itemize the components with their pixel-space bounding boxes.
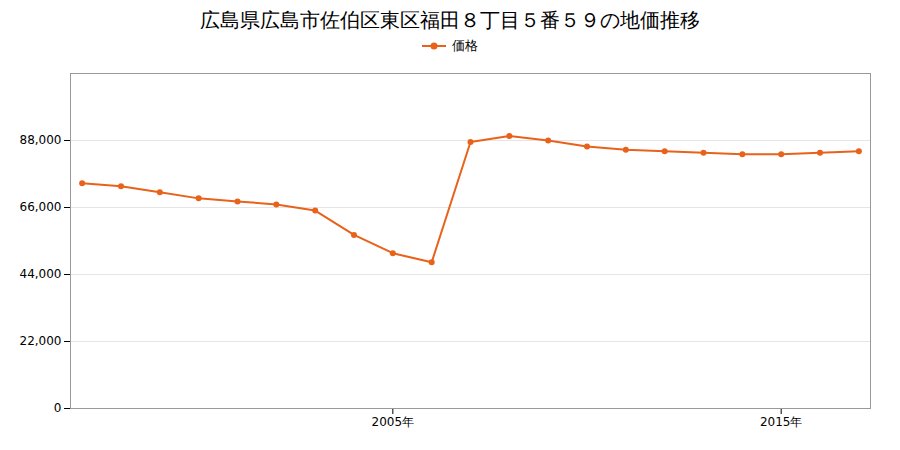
svg-text:44,000: 44,000: [20, 267, 62, 281]
svg-text:66,000: 66,000: [20, 200, 62, 214]
html-text:広島県広島市佐伯区東区福田８丁目５番５９の地価推移: 広島県広島市佐伯区東区福田８丁目５番５９の地価推移: [200, 8, 700, 32]
svg-text:2015年: 2015年: [760, 415, 803, 429]
svg-text:0: 0: [54, 401, 62, 415]
svg-text:88,000: 88,000: [20, 133, 62, 147]
html-text:価格: 価格: [452, 38, 478, 53]
svg-text:22,000: 22,000: [20, 334, 62, 348]
svg-text:2005年: 2005年: [372, 415, 415, 429]
